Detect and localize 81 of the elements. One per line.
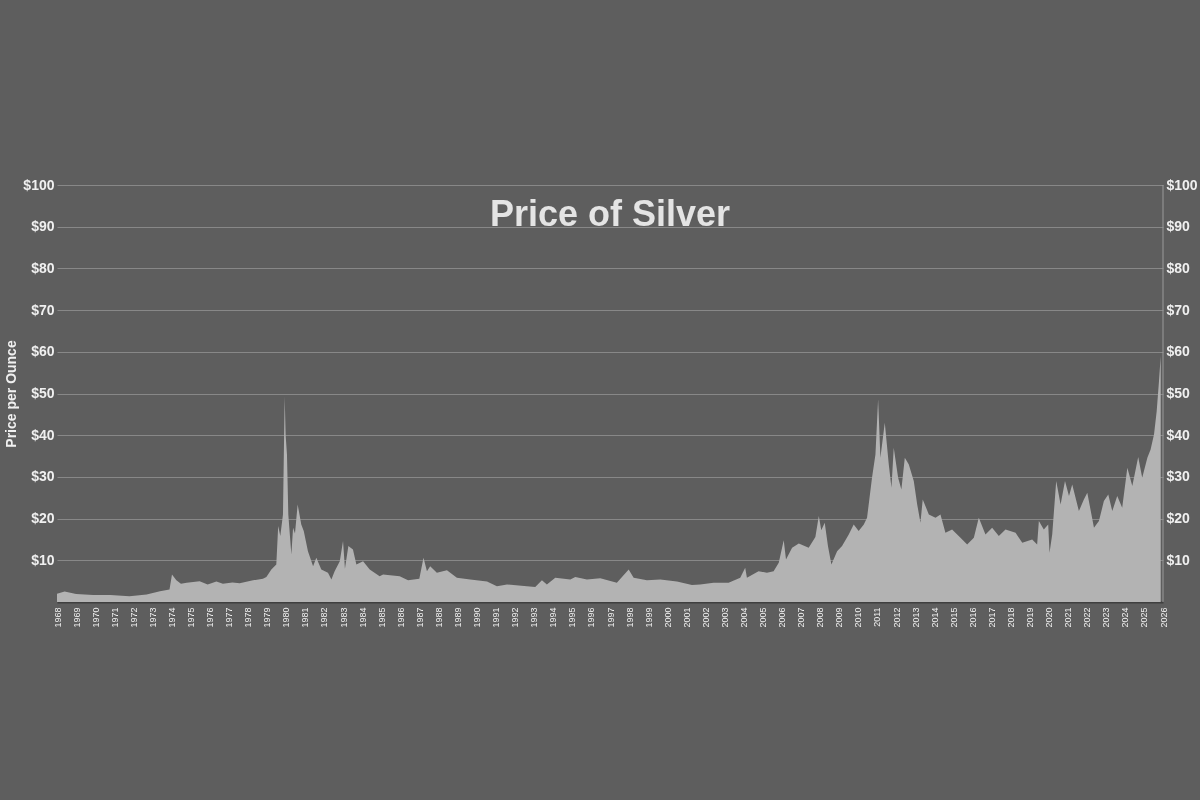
x-tick-label: 1972 (128, 607, 139, 628)
x-tick-label: 2025 (1139, 607, 1150, 628)
x-tick-label: 2017 (986, 607, 997, 628)
y-tick-label: $20 (31, 510, 55, 527)
x-tick-label: 2016 (967, 607, 978, 628)
x-tick-label: 1996 (586, 607, 597, 628)
x-tick-label: 1982 (319, 607, 330, 628)
x-tick-label: 2001 (681, 607, 692, 628)
x-tick-label: 1986 (395, 607, 406, 628)
x-tick-label: 1979 (262, 607, 273, 628)
x-tick-label: 1968 (52, 607, 63, 628)
y-tick-label: $60 (31, 343, 55, 360)
x-tick-label: 1974 (166, 607, 177, 628)
x-tick-label: 1993 (529, 607, 540, 628)
x-tick-label: 1975 (185, 607, 196, 628)
x-tick-label: 1981 (300, 607, 311, 628)
x-tick-label: 2014 (929, 607, 940, 628)
x-tick-label: 1992 (510, 607, 521, 628)
x-tick-label: 2026 (1158, 607, 1169, 628)
x-tick-label: 2000 (662, 607, 673, 628)
x-tick-label: 2019 (1025, 607, 1036, 628)
y2-tick-label: $30 (1166, 468, 1191, 485)
x-tick-label: 1991 (491, 607, 502, 628)
x-tick-label: 1969 (71, 607, 82, 628)
x-tick-label: 2020 (1044, 607, 1055, 628)
y2-tick-label: $40 (1166, 426, 1191, 443)
x-tick-label: 2012 (891, 607, 902, 628)
x-tick-label: 2004 (738, 607, 749, 628)
x-tick-label: 2023 (1101, 607, 1112, 628)
x-tick-label: 1976 (205, 607, 216, 628)
y2-tick-label: $60 (1166, 343, 1191, 360)
x-tick-label: 1980 (281, 607, 292, 628)
x-tick-label: 2018 (1005, 607, 1016, 628)
x-tick-label: 2003 (719, 607, 730, 628)
x-tick-label: 1997 (605, 607, 616, 628)
x-tick-label: 2022 (1082, 607, 1093, 628)
y-tick-label: $70 (31, 301, 55, 318)
x-tick-label: 1983 (338, 607, 349, 628)
x-tick-label: 2013 (910, 607, 921, 628)
x-tick-label: 2006 (777, 607, 788, 628)
y2-tick-label: $20 (1166, 510, 1191, 527)
x-tick-label: 1995 (567, 607, 578, 628)
x-tick-label: 2009 (834, 607, 845, 628)
x-tick-label: 1994 (548, 607, 559, 628)
y-tick-label: $40 (31, 426, 55, 443)
y-tick-label: $30 (31, 468, 55, 485)
x-tick-label: 2024 (1120, 607, 1131, 628)
x-tick-label: 1998 (624, 607, 635, 628)
y2-tick-label: $50 (1166, 385, 1191, 401)
x-tick-label: 1987 (414, 607, 425, 628)
x-tick-label: 2015 (948, 607, 959, 628)
x-tick-label: 2002 (700, 607, 711, 628)
x-tick-label: 1971 (109, 607, 120, 628)
y2-tick-label: $90 (1166, 218, 1191, 235)
x-tick-label: 1978 (243, 607, 254, 628)
x-tick-label: 2005 (758, 607, 769, 628)
y-tick-label: $50 (31, 385, 55, 401)
x-tick-label: 1990 (472, 607, 483, 628)
x-tick-label: 2008 (815, 607, 826, 628)
x-tick-label: 1984 (357, 607, 368, 628)
y-tick-label: $90 (31, 218, 55, 235)
x-tick-label: 1988 (433, 607, 444, 628)
chart-title: Price of Silver (489, 193, 731, 234)
y-tick-label: $10 (31, 551, 55, 568)
x-tick-label: 2011 (872, 607, 883, 627)
x-tick-label: 1985 (376, 607, 387, 628)
y2-tick-label: $100 (1166, 176, 1198, 193)
x-tick-label: 2021 (1063, 607, 1074, 628)
x-tick-label: 2010 (853, 607, 864, 628)
x-tick-label: 1989 (452, 607, 463, 628)
y2-tick-label: $10 (1166, 551, 1191, 568)
x-tick-label: 1999 (643, 607, 654, 628)
x-tick-label: 1973 (147, 607, 158, 628)
y-tick-label: $100 (23, 176, 55, 193)
y2-tick-label: $80 (1166, 259, 1191, 276)
x-tick-label: 1977 (224, 607, 235, 628)
x-tick-label: 2007 (796, 607, 807, 628)
y-axis-title: Price per Ounce (3, 340, 20, 448)
x-tick-label: 1970 (90, 607, 101, 628)
y2-tick-label: $70 (1166, 301, 1191, 318)
y-tick-label: $80 (31, 259, 55, 276)
